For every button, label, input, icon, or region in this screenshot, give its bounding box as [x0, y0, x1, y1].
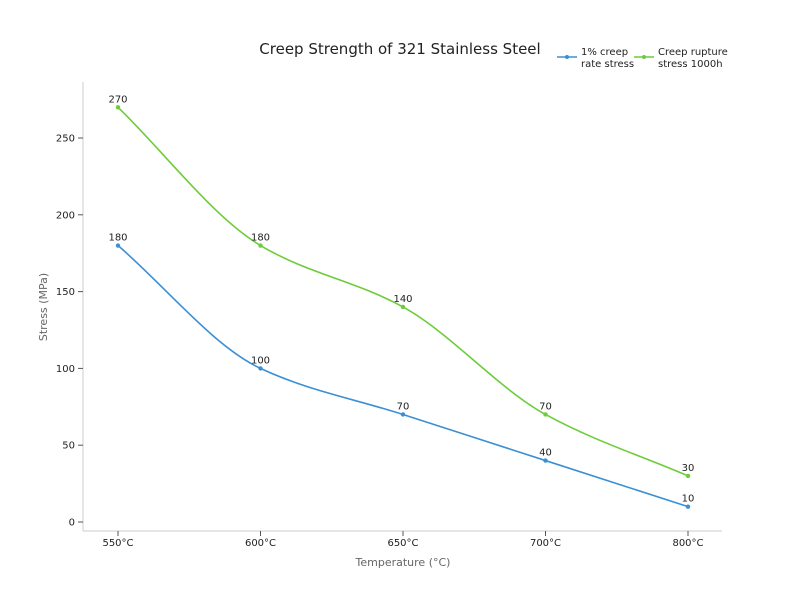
data-point [258, 366, 263, 371]
data-label: 70 [539, 401, 552, 412]
legend-label: Creep rupture [658, 47, 728, 58]
y-tick-label: 100 [56, 364, 75, 375]
series-1: 180 100 70 40 10 [108, 233, 694, 509]
y-tick-label: 50 [62, 441, 75, 452]
series-2: 270 180 140 70 30 [108, 94, 695, 479]
legend-label: stress 1000h [658, 59, 723, 70]
x-tick-label: 550°C [102, 538, 133, 549]
data-label: 70 [397, 401, 410, 412]
y-tick-label: 250 [56, 134, 75, 145]
data-point [115, 105, 121, 110]
series-line [117, 106, 689, 477]
y-tick-label: 0 [69, 518, 75, 529]
data-label: 40 [539, 448, 552, 459]
y-tick-label: 150 [56, 287, 75, 298]
data-label: 140 [393, 294, 412, 305]
x-tick-label: 700°C [530, 538, 561, 549]
data-point [400, 412, 406, 417]
chart-title: Creep Strength of 321 Stainless Steel [259, 40, 540, 58]
x-axis-title: Temperature (°C) [355, 556, 451, 569]
y-axis-title: Stress (MPa) [37, 273, 50, 341]
series-line [117, 244, 689, 508]
data-point [258, 243, 263, 248]
data-label: 30 [682, 463, 695, 474]
x-tick-label: 600°C [245, 538, 276, 549]
data-point [115, 243, 121, 248]
data-label: 180 [251, 233, 270, 244]
data-point [400, 304, 406, 310]
y-tick-label: 200 [56, 210, 75, 221]
data-point [543, 458, 548, 463]
legend-swatch-marker [642, 55, 646, 59]
data-label: 180 [108, 233, 127, 244]
legend-label: rate stress [581, 59, 634, 70]
x-tick-label: 650°C [387, 538, 418, 549]
data-point [685, 504, 691, 509]
series-layer: 180 100 70 40 10 270 180 140 70 30 [108, 94, 694, 509]
data-point [685, 473, 691, 479]
data-label: 100 [251, 355, 270, 366]
data-point [543, 412, 548, 417]
data-label: 10 [682, 494, 695, 505]
axes: 0 50 100 150 200 250 550°C 600°C 650°C 700°C 800°C [56, 82, 722, 549]
data-label: 270 [108, 94, 127, 105]
legend-swatch-marker [565, 55, 569, 59]
x-tick-label: 800°C [672, 538, 703, 549]
legend-label: 1% creep [581, 47, 628, 58]
